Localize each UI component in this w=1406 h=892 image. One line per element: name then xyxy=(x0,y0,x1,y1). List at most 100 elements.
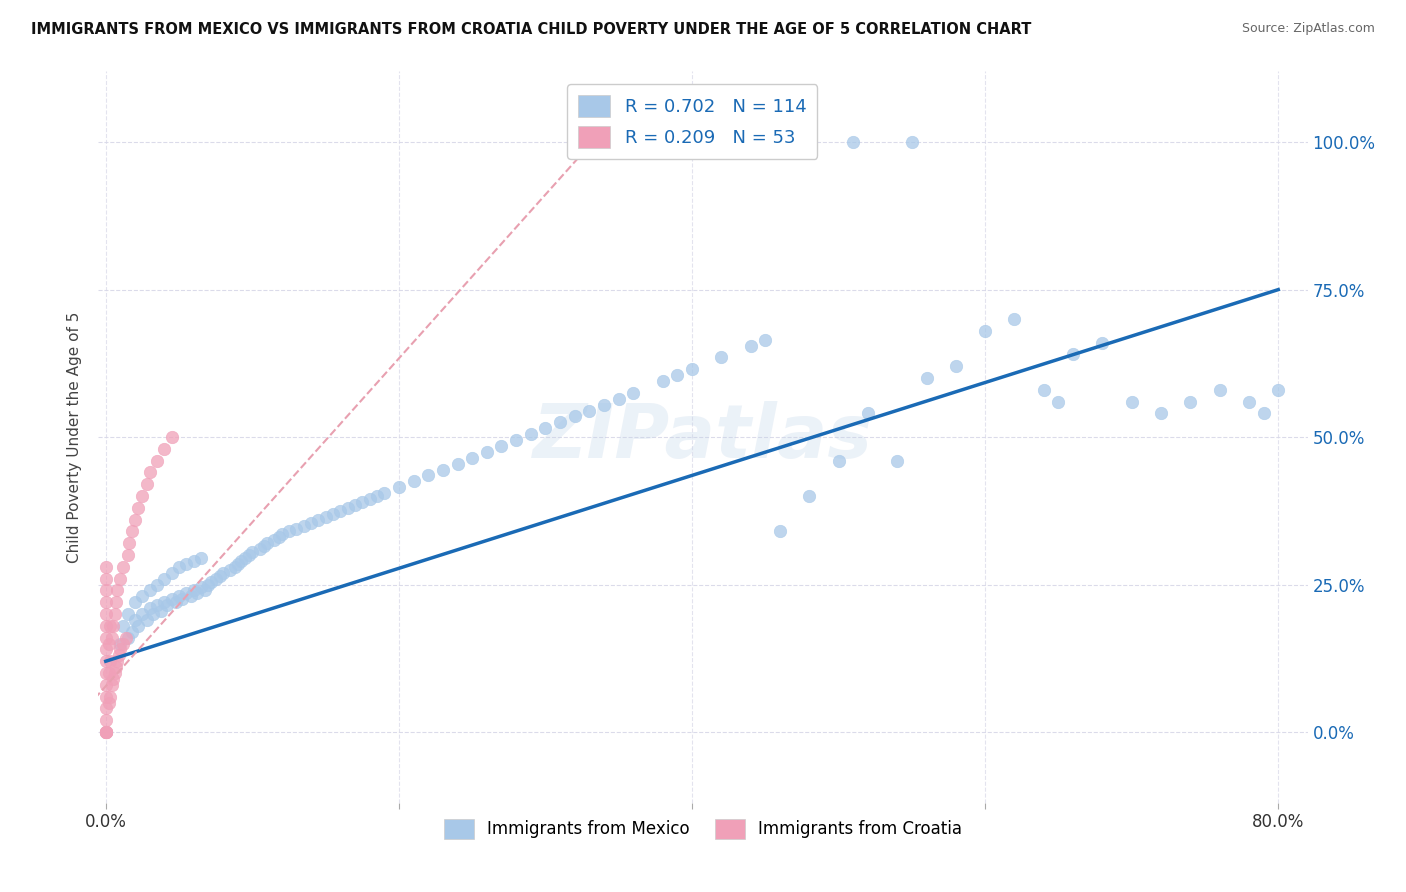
Point xyxy=(373,486,395,500)
Point xyxy=(176,557,198,571)
Point xyxy=(253,539,276,553)
Point xyxy=(238,548,260,562)
Point xyxy=(1208,383,1230,397)
Point xyxy=(98,619,121,633)
Point xyxy=(224,559,246,574)
Point xyxy=(117,607,139,621)
Point xyxy=(127,500,149,515)
Point xyxy=(520,427,543,442)
Point xyxy=(170,592,193,607)
Point xyxy=(183,583,205,598)
Point xyxy=(343,498,366,512)
Point xyxy=(461,450,484,465)
Point xyxy=(226,557,249,571)
Point xyxy=(1091,335,1114,350)
Point xyxy=(1032,383,1054,397)
Point xyxy=(110,636,132,650)
Point xyxy=(1004,312,1026,326)
Point xyxy=(153,595,176,609)
Point xyxy=(142,607,165,621)
Point xyxy=(783,135,806,149)
Point xyxy=(886,453,908,467)
Point xyxy=(418,468,440,483)
Point xyxy=(131,590,153,604)
Point xyxy=(256,536,278,550)
Point xyxy=(827,453,849,467)
Point xyxy=(167,559,190,574)
Point xyxy=(108,648,131,663)
Point xyxy=(121,624,143,639)
Point xyxy=(651,374,673,388)
Point xyxy=(769,524,792,539)
Point xyxy=(388,480,411,494)
Point xyxy=(402,475,425,489)
Point xyxy=(724,135,747,149)
Point xyxy=(194,583,217,598)
Point xyxy=(607,392,630,406)
Point xyxy=(110,572,132,586)
Point xyxy=(97,636,120,650)
Point xyxy=(167,590,190,604)
Point xyxy=(131,489,153,503)
Point xyxy=(124,595,146,609)
Point xyxy=(212,566,235,580)
Point xyxy=(98,690,121,704)
Point xyxy=(176,586,198,600)
Point xyxy=(974,324,997,338)
Point xyxy=(121,524,143,539)
Point xyxy=(366,489,388,503)
Point xyxy=(329,504,352,518)
Point xyxy=(94,725,117,739)
Point xyxy=(491,439,513,453)
Point xyxy=(505,433,527,447)
Point xyxy=(94,595,117,609)
Point xyxy=(146,453,169,467)
Point xyxy=(446,457,468,471)
Point xyxy=(110,642,132,657)
Point xyxy=(190,551,212,566)
Point xyxy=(146,577,169,591)
Point xyxy=(138,466,160,480)
Point xyxy=(1121,394,1143,409)
Point xyxy=(100,678,122,692)
Point xyxy=(233,551,256,566)
Point xyxy=(94,583,117,598)
Point xyxy=(103,666,125,681)
Point xyxy=(1047,394,1070,409)
Point xyxy=(112,636,135,650)
Point xyxy=(97,696,120,710)
Point xyxy=(101,619,124,633)
Point xyxy=(229,554,252,568)
Point xyxy=(710,351,733,365)
Point xyxy=(94,725,117,739)
Y-axis label: Child Poverty Under the Age of 5: Child Poverty Under the Age of 5 xyxy=(67,311,83,563)
Point xyxy=(270,527,292,541)
Point xyxy=(267,530,290,544)
Point xyxy=(165,595,187,609)
Point xyxy=(94,725,117,739)
Point xyxy=(115,631,138,645)
Point xyxy=(945,359,967,374)
Point xyxy=(124,513,146,527)
Point xyxy=(278,524,301,539)
Point xyxy=(299,516,322,530)
Point xyxy=(138,601,160,615)
Point xyxy=(94,572,117,586)
Point xyxy=(94,713,117,727)
Point xyxy=(112,559,135,574)
Point xyxy=(799,489,821,503)
Point xyxy=(856,407,879,421)
Point xyxy=(666,368,689,383)
Point xyxy=(105,660,128,674)
Point xyxy=(209,568,232,582)
Point xyxy=(94,631,117,645)
Point xyxy=(94,619,117,633)
Point xyxy=(160,430,183,444)
Point xyxy=(103,607,125,621)
Text: Source: ZipAtlas.com: Source: ZipAtlas.com xyxy=(1241,22,1375,36)
Point xyxy=(160,592,183,607)
Point xyxy=(315,509,337,524)
Point xyxy=(97,666,120,681)
Point xyxy=(146,598,169,612)
Point xyxy=(112,619,135,633)
